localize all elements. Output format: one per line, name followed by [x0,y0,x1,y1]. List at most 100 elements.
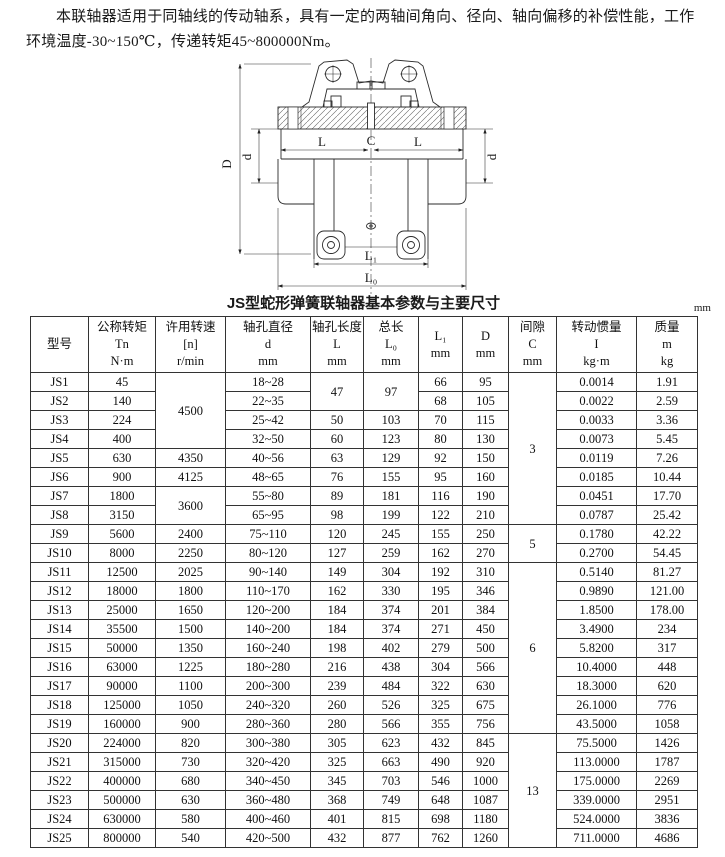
table-cell-l1: 304 [418,657,463,677]
table-cell-d-outer: 130 [462,429,509,449]
column-header-mass: 质量 m kg [636,316,698,373]
table-cell-model: JS1 [30,372,89,392]
table-cell-bore-diameter: 420~500 [225,828,311,848]
table-cell-speed: 580 [155,809,226,829]
table-cell-torque: 63000 [88,657,156,677]
table-cell-model: JS13 [30,600,89,620]
table-cell-bore-length: 368 [310,790,364,810]
table-cell-inertia: 3.4900 [556,619,637,639]
table-cell-mass: 317 [636,638,698,658]
table-cell-d-outer: 500 [462,638,509,658]
table-cell-bore-diameter: 160~240 [225,638,311,658]
table-cell-inertia: 339.0000 [556,790,637,810]
table-cell-total-length: 374 [363,600,419,620]
table-cell-speed: 540 [155,828,226,848]
table-cell-model: JS24 [30,809,89,829]
table-cell-gap-c: 13 [508,733,557,848]
table-cell-total-length: 97 [363,372,419,411]
table-cell-inertia: 113.0000 [556,752,637,772]
table-row: JS22 400000 680 340~450 345 703 546 1000 175.000… [30,771,698,791]
column-header-bore-diameter: 轴孔直径 d mm [225,316,311,373]
table-cell-model: JS4 [30,429,89,449]
table-row: JS18 125000 1050 240~320 260 526 325 675 26.1000… [30,695,698,715]
table-cell-bore-diameter: 280~360 [225,714,311,734]
table-unit-note: mm [693,302,711,314]
table-cell-total-length: 877 [363,828,419,848]
table-cell-l1: 66 [418,372,463,392]
table-cell-model: JS18 [30,695,89,715]
table-cell-speed: 630 [155,790,226,810]
table-cell-inertia: 0.0451 [556,486,637,506]
table-cell-inertia: 0.2700 [556,543,637,563]
dim-label-L1: L₁ [365,248,377,263]
table-cell-d-outer: 346 [462,581,509,601]
table-cell-gap-c: 3 [508,372,557,525]
table-cell-bore-length: 76 [310,467,364,487]
dimension-D: D [219,63,311,255]
table-cell-total-length: 749 [363,790,419,810]
table-cell-bore-diameter: 18~28 [225,372,311,392]
column-header-total-length: 总长 L₀ mm [363,316,419,373]
table-cell-bore-length: 239 [310,676,364,696]
dim-label-D: D [219,159,234,168]
table-cell-speed: 2025 [155,562,226,582]
table-cell-d-outer: 920 [462,752,509,772]
table-cell-inertia: 0.0119 [556,448,637,468]
table-cell-bore-diameter: 32~50 [225,429,311,449]
table-cell-torque: 35500 [88,619,156,639]
table-cell-model: JS14 [30,619,89,639]
table-cell-total-length: 438 [363,657,419,677]
table-cell-d-outer: 95 [462,372,509,392]
table-cell-mass: 1787 [636,752,698,772]
dim-label-L0: L₀ [365,270,377,285]
table-cell-model: JS16 [30,657,89,677]
table-cell-total-length: 181 [363,486,419,506]
table-cell-total-length: 703 [363,771,419,791]
table-cell-torque: 400 [88,429,156,449]
table-cell-torque: 140 [88,391,156,411]
table-cell-speed: 730 [155,752,226,772]
table-cell-inertia: 0.0033 [556,410,637,430]
table-cell-mass: 121.00 [636,581,698,601]
table-cell-speed: 2400 [155,524,226,544]
table-cell-inertia: 0.0022 [556,391,637,411]
coupling-drawing: D d d L C L L₁ [219,58,499,294]
cover-outline [301,59,441,108]
table-cell-bore-length: 47 [310,372,364,411]
table-cell-torque: 400000 [88,771,156,791]
table-cell-d-outer: 1087 [462,790,509,810]
table-cell-model: JS9 [30,524,89,544]
table-cell-mass: 1058 [636,714,698,734]
table-cell-inertia: 0.9890 [556,581,637,601]
table-cell-bore-length: 127 [310,543,364,563]
table-cell-mass: 4686 [636,828,698,848]
table-cell-d-outer: 450 [462,619,509,639]
table-cell-d-outer: 845 [462,733,509,753]
table-cell-total-length: 623 [363,733,419,753]
table-cell-bore-diameter: 140~200 [225,619,311,639]
table-cell-total-length: 484 [363,676,419,696]
table-cell-model: JS15 [30,638,89,658]
table-cell-mass: 776 [636,695,698,715]
table-cell-torque: 25000 [88,600,156,620]
dimension-L0: L₀ [277,208,467,290]
table-cell-bore-length: 432 [310,828,364,848]
table-cell-bore-diameter: 65~95 [225,505,311,525]
table-cell-model: JS23 [30,790,89,810]
table-cell-bore-diameter: 340~450 [225,771,311,791]
table-cell-model: JS2 [30,391,89,411]
table-cell-mass: 3.36 [636,410,698,430]
table-cell-inertia: 75.5000 [556,733,637,753]
table-cell-speed: 2250 [155,543,226,563]
table-cell-torque: 224 [88,410,156,430]
table-cell-bore-diameter: 48~65 [225,467,311,487]
table-cell-bore-diameter: 75~110 [225,524,311,544]
table-cell-total-length: 526 [363,695,419,715]
table-cell-torque: 50000 [88,638,156,658]
table-row: JS19 160000 900 280~360 280 566 355 756 43.5000 1… [30,714,698,734]
table-cell-model: JS19 [30,714,89,734]
table-cell-bore-length: 63 [310,448,364,468]
table-cell-inertia: 1.8500 [556,600,637,620]
table-cell-mass: 448 [636,657,698,677]
